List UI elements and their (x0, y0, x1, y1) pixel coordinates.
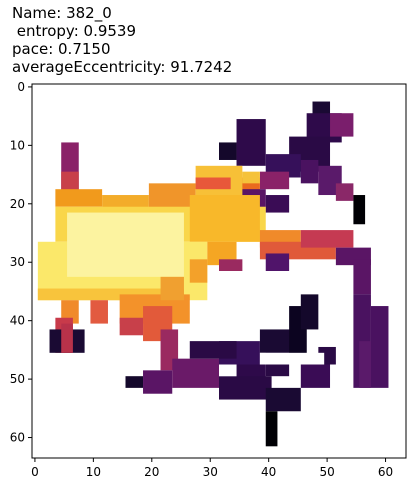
heatmap-cell-block (353, 195, 366, 225)
heatmap-cell-block (90, 300, 108, 324)
heatmap-cells (32, 84, 406, 458)
heatmap-cell-block (300, 364, 331, 388)
heatmap-cell-block (61, 323, 73, 353)
heatmap-cell-block (37, 288, 184, 301)
y-tick-label: 10 (10, 138, 25, 152)
heatmap-cell-block (189, 195, 260, 242)
title-eccentricity-line: averageEccentricity: 91.7242 (12, 58, 233, 76)
heatmap-cell-block (359, 341, 371, 388)
heatmap-cell-block (330, 113, 354, 137)
heatmap-cell-block (55, 189, 103, 207)
heatmap-cell-block (300, 230, 354, 248)
y-axis: 0 10 20 30 40 50 60 (10, 80, 32, 445)
heatmap-cell-block (195, 177, 231, 190)
x-tick-label: 50 (319, 465, 334, 479)
heatmap-cell-block (300, 294, 319, 330)
title-name-line: Name: 382_0 (12, 4, 112, 22)
y-tick-label: 0 (17, 80, 25, 94)
heatmap-cell-block (189, 341, 237, 359)
heatmap-cell-block (219, 259, 243, 271)
heatmap-cell-block (172, 358, 219, 388)
y-tick-label: 40 (10, 314, 25, 328)
heatmap-cell-block (125, 376, 144, 388)
x-tick-label: 30 (203, 465, 218, 479)
heatmap-cell-block (370, 306, 389, 388)
heatmap-cell-block (265, 387, 301, 412)
title-pace-line: pace: 0.7150 (12, 40, 111, 58)
y-tick-label: 60 (10, 431, 25, 445)
heatmap-cell-block (300, 159, 319, 184)
heatmap-cell-block (259, 171, 290, 190)
heatmap-cell-block (259, 352, 325, 365)
x-tick-label: 10 (86, 465, 101, 479)
heatmap-cell-block (119, 317, 144, 336)
heatmap-cell-block (219, 142, 237, 160)
heatmap-cell-block (160, 276, 184, 301)
x-axis: 0 10 20 30 40 50 60 (31, 458, 393, 479)
heatmap-cell-block (219, 376, 272, 400)
heatmap-cell-block (242, 171, 260, 184)
y-tick-label: 20 (10, 197, 25, 211)
heatmap-cell-block (265, 195, 290, 213)
heatmap-cell-block (67, 212, 184, 277)
heatmap-cell-block (265, 411, 278, 447)
heatmap-cell-block (265, 253, 290, 271)
heatmap-cell-block (143, 370, 173, 394)
x-tick-label: 0 (31, 465, 39, 479)
heatmap-cell-block (189, 259, 208, 283)
heatmap-cell-block (335, 183, 354, 201)
heatmap-cell-block (236, 119, 266, 166)
x-tick-label: 60 (378, 465, 393, 479)
heatmap-cell-block (353, 259, 371, 295)
heatmap-cell-block (219, 364, 237, 377)
x-tick-label: 40 (261, 465, 276, 479)
y-tick-label: 50 (10, 372, 25, 386)
plot-frame (31, 83, 407, 459)
chart-title: Name: 382_0 entropy: 0.9539 pace: 0.7150… (12, 4, 232, 76)
x-tick-label: 20 (144, 465, 159, 479)
title-entropy-line: entropy: 0.9539 (12, 22, 137, 40)
y-tick-label: 30 (10, 255, 25, 269)
